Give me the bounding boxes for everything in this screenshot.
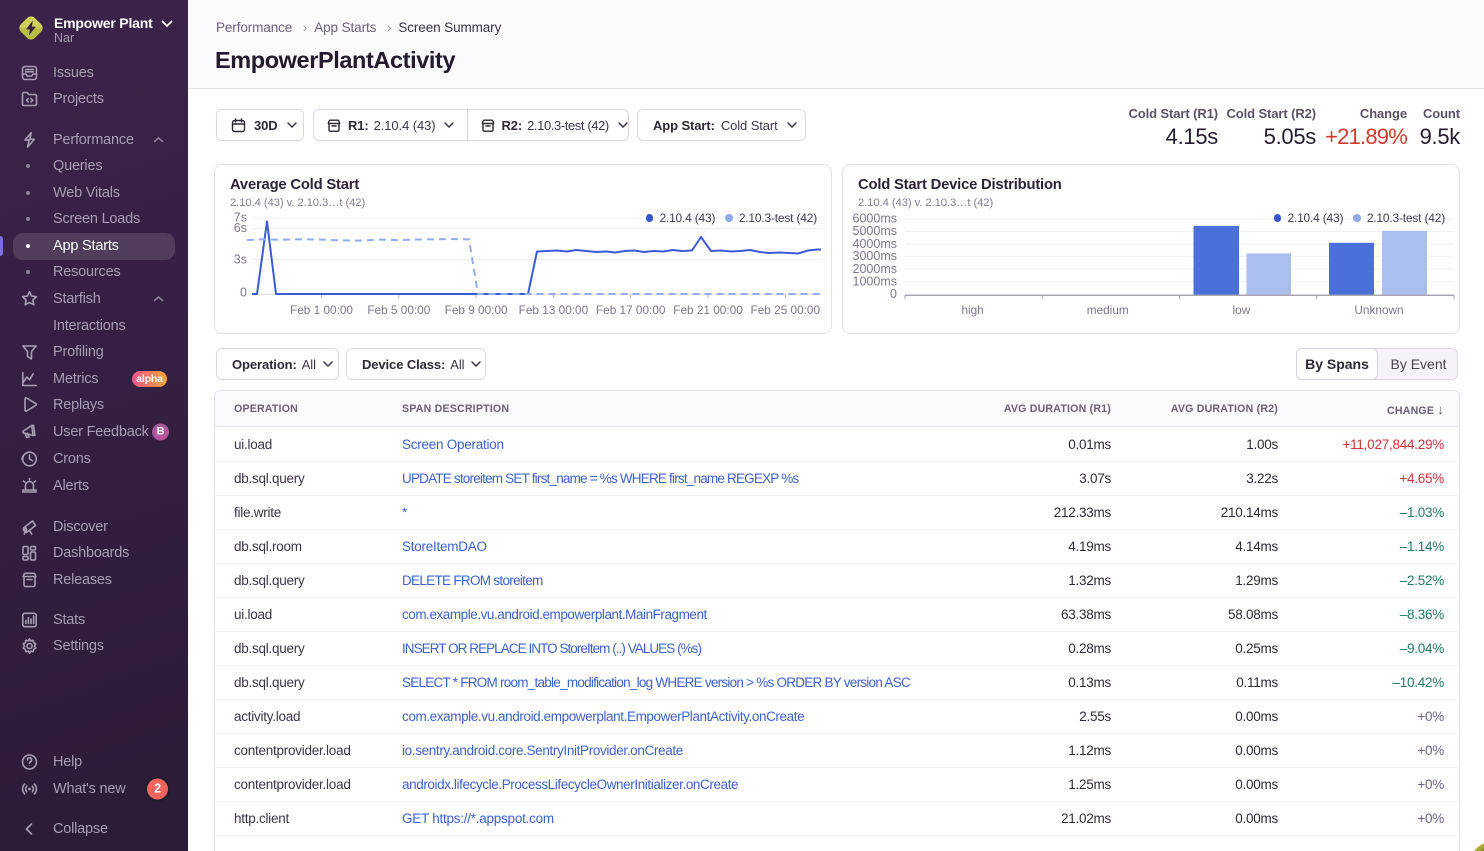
- svg-text:4000ms: 4000ms: [853, 237, 897, 251]
- svg-text:Feb 21 00:00: Feb 21 00:00: [673, 303, 743, 317]
- svg-text:6000ms: 6000ms: [853, 212, 897, 226]
- svg-text:Unknown: Unknown: [1354, 303, 1403, 317]
- svg-text:Feb 9 00:00: Feb 9 00:00: [445, 303, 508, 317]
- svg-text:Feb 17 00:00: Feb 17 00:00: [596, 303, 666, 317]
- svg-text:low: low: [1233, 303, 1251, 317]
- svg-text:Feb 13 00:00: Feb 13 00:00: [519, 303, 589, 317]
- svg-text:3000ms: 3000ms: [853, 249, 897, 263]
- svg-text:Feb 25 00:00: Feb 25 00:00: [751, 303, 821, 317]
- svg-text:high: high: [961, 303, 983, 317]
- svg-text:0: 0: [890, 287, 897, 301]
- svg-text:Feb 5 00:00: Feb 5 00:00: [367, 303, 430, 317]
- svg-text:7s: 7s: [234, 210, 247, 224]
- svg-text:5000ms: 5000ms: [853, 224, 897, 238]
- svg-text:3s: 3s: [234, 252, 247, 266]
- svg-text:1000ms: 1000ms: [853, 274, 897, 288]
- svg-text:0: 0: [240, 285, 247, 299]
- svg-text:2000ms: 2000ms: [853, 262, 897, 276]
- svg-text:6s: 6s: [234, 221, 247, 235]
- svg-text:Feb 1 00:00: Feb 1 00:00: [290, 303, 353, 317]
- svg-text:medium: medium: [1087, 303, 1129, 317]
